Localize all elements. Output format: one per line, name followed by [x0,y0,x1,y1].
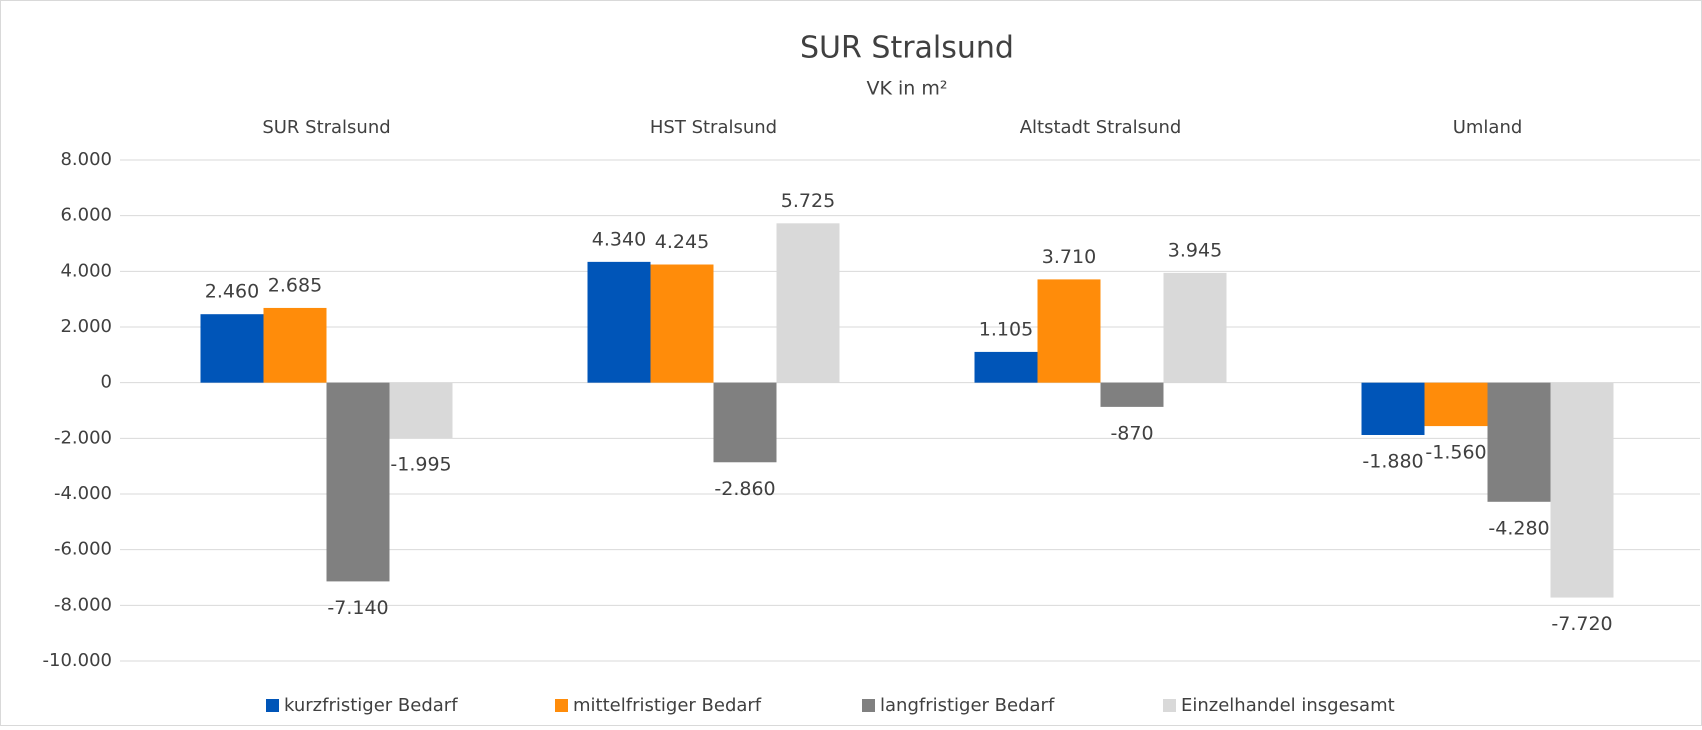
bar [713,382,777,463]
data-label: -1.995 [390,454,451,476]
data-label: 2.685 [268,274,322,296]
bar [1163,272,1227,383]
y-tick-label: -2.000 [54,427,112,448]
y-tick-label: 4.000 [60,260,112,281]
data-label: -7.140 [327,597,388,619]
data-label: -2.860 [714,478,775,500]
y-tick-label: -4.000 [54,483,112,504]
y-tick-label: -8.000 [54,594,112,615]
legend-label: Einzelhandel insgesamt [1181,695,1395,716]
bar [974,351,1038,383]
data-label: 3.945 [1168,239,1222,261]
bar [587,261,651,383]
bar [650,264,714,383]
bar [200,314,264,383]
legend-label: mittelfristiger Bedarf [573,695,762,716]
bar [1424,382,1488,427]
data-label: 3.710 [1042,246,1096,268]
data-label: 2.460 [205,281,259,303]
data-label: -1.560 [1425,442,1486,464]
legend-label: kurzfristiger Bedarf [284,695,458,716]
legend-swatch [862,699,875,712]
legend-swatch [555,699,568,712]
bar [263,307,327,383]
chart-title: SUR Stralsund [800,31,1014,66]
data-label: 4.340 [592,228,646,250]
bar [1037,279,1101,383]
category-label: SUR Stralsund [262,117,390,138]
bar [1550,382,1614,598]
data-label: -4.280 [1488,517,1549,539]
data-label: 5.725 [781,190,835,212]
legend-swatch [1163,699,1176,712]
y-tick-label: 0 [101,372,112,393]
bar [1100,382,1164,407]
chart-subtitle: VK in m² [867,78,948,100]
data-label: 4.245 [655,231,709,253]
legend-swatch [266,699,279,712]
category-label: Umland [1453,117,1523,138]
bar [1487,382,1551,502]
y-tick-label: 6.000 [60,205,112,226]
bar [326,382,390,582]
y-tick-label: -6.000 [54,539,112,560]
data-label: -7.720 [1551,613,1612,635]
bar [776,223,840,383]
data-label: -870 [1110,422,1153,444]
bar [1361,382,1425,435]
y-tick-label: -10.000 [43,650,112,671]
category-label: Altstadt Stralsund [1020,117,1182,138]
bar [389,382,453,439]
y-tick-label: 2.000 [60,316,112,337]
data-label: -1.880 [1362,450,1423,472]
category-label: HST Stralsund [650,117,777,138]
y-tick-label: 8.000 [60,149,112,170]
legend-label: langfristiger Bedarf [880,695,1055,716]
data-label: 1.105 [979,318,1033,340]
